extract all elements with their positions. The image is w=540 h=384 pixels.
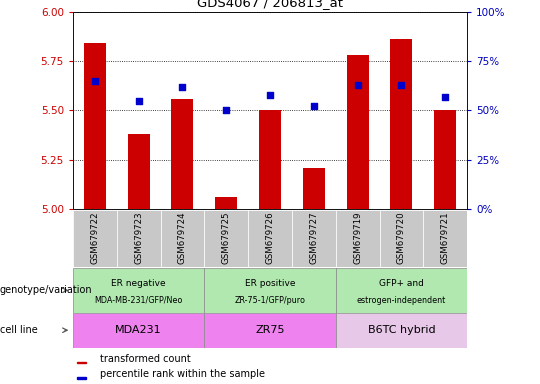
Text: GSM679726: GSM679726 bbox=[266, 212, 274, 264]
Point bbox=[441, 93, 449, 99]
Bar bbox=[73, 268, 204, 313]
Bar bbox=[336, 268, 467, 313]
Bar bbox=[204, 313, 336, 348]
Bar bbox=[73, 210, 117, 267]
Text: GSM679727: GSM679727 bbox=[309, 212, 318, 264]
Bar bbox=[259, 111, 281, 209]
Text: GSM679721: GSM679721 bbox=[441, 212, 450, 264]
Point bbox=[397, 82, 406, 88]
Bar bbox=[77, 362, 86, 363]
Text: MDA-MB-231/GFP/Neo: MDA-MB-231/GFP/Neo bbox=[94, 296, 183, 305]
Bar bbox=[204, 210, 248, 267]
Bar bbox=[77, 377, 86, 379]
Text: ER positive: ER positive bbox=[245, 279, 295, 288]
Text: estrogen-independent: estrogen-independent bbox=[357, 296, 446, 305]
Bar bbox=[292, 210, 336, 267]
Point bbox=[91, 78, 99, 84]
Bar bbox=[336, 210, 380, 267]
Text: cell line: cell line bbox=[0, 325, 38, 335]
Bar bbox=[117, 210, 160, 267]
Bar bbox=[248, 210, 292, 267]
Text: B6TC hybrid: B6TC hybrid bbox=[368, 325, 435, 335]
Point bbox=[222, 107, 231, 113]
Bar bbox=[380, 210, 423, 267]
Bar bbox=[336, 313, 467, 348]
Point bbox=[266, 91, 274, 98]
Bar bbox=[434, 111, 456, 209]
Text: transformed count: transformed count bbox=[100, 354, 191, 364]
Bar bbox=[215, 197, 237, 209]
Text: ZR75: ZR75 bbox=[255, 325, 285, 335]
Text: GSM679719: GSM679719 bbox=[353, 212, 362, 264]
Title: GDS4067 / 206813_at: GDS4067 / 206813_at bbox=[197, 0, 343, 9]
Text: GSM679725: GSM679725 bbox=[222, 212, 231, 264]
Bar bbox=[84, 43, 106, 209]
Bar bbox=[73, 313, 204, 348]
Text: genotype/variation: genotype/variation bbox=[0, 285, 93, 295]
Bar bbox=[390, 39, 413, 209]
Bar bbox=[347, 55, 368, 209]
Point bbox=[178, 84, 187, 90]
Bar bbox=[172, 99, 193, 209]
Point bbox=[353, 82, 362, 88]
Text: MDA231: MDA231 bbox=[115, 325, 162, 335]
Bar bbox=[160, 210, 204, 267]
Point bbox=[134, 98, 143, 104]
Text: GSM679723: GSM679723 bbox=[134, 212, 143, 264]
Bar bbox=[204, 268, 336, 313]
Text: GSM679720: GSM679720 bbox=[397, 212, 406, 264]
Text: percentile rank within the sample: percentile rank within the sample bbox=[100, 369, 266, 379]
Text: GSM679722: GSM679722 bbox=[90, 212, 99, 264]
Bar bbox=[303, 168, 325, 209]
Bar bbox=[127, 134, 150, 209]
Bar bbox=[423, 210, 467, 267]
Text: ER negative: ER negative bbox=[111, 279, 166, 288]
Text: GSM679724: GSM679724 bbox=[178, 212, 187, 264]
Text: ZR-75-1/GFP/puro: ZR-75-1/GFP/puro bbox=[234, 296, 306, 305]
Point bbox=[309, 103, 318, 109]
Text: GFP+ and: GFP+ and bbox=[379, 279, 424, 288]
